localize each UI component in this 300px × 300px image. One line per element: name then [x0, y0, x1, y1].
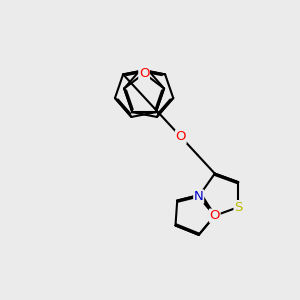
Text: O: O — [209, 209, 220, 222]
Text: S: S — [234, 201, 242, 214]
Text: N: N — [194, 190, 204, 203]
Text: O: O — [176, 130, 186, 143]
Text: O: O — [139, 67, 149, 80]
